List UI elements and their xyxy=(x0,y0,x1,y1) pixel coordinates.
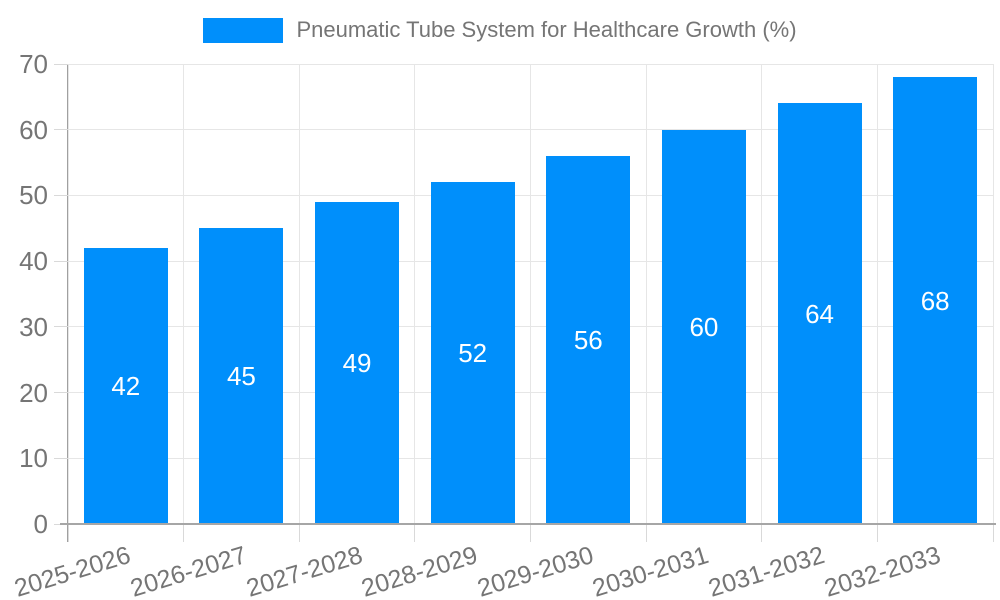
legend-label: Pneumatic Tube System for Healthcare Gro… xyxy=(296,17,797,42)
gridline-horizontal xyxy=(68,457,993,459)
bar[interactable] xyxy=(777,103,862,524)
gridline-vertical xyxy=(530,64,531,524)
bar-value-label: 60 xyxy=(689,311,719,342)
x-axis-tick xyxy=(414,524,416,542)
x-axis-tick xyxy=(645,524,647,542)
gridline-horizontal xyxy=(68,392,993,394)
y-axis-tick xyxy=(54,326,68,328)
gridline-horizontal xyxy=(68,260,993,262)
y-axis-tick xyxy=(54,129,68,131)
gridline-vertical xyxy=(645,64,647,524)
x-axis-tick-label: 2027-2028 xyxy=(242,541,366,600)
x-axis-tick xyxy=(530,524,531,542)
y-axis-tick xyxy=(54,260,68,262)
bar[interactable] xyxy=(430,182,515,524)
bar-value-label: 68 xyxy=(920,285,950,316)
gridline-horizontal xyxy=(68,194,993,196)
y-axis-tick xyxy=(54,194,68,196)
x-axis-tick-label: 2032-2033 xyxy=(820,541,944,600)
bar[interactable] xyxy=(199,228,284,524)
gridline-horizontal xyxy=(68,326,993,328)
bar[interactable] xyxy=(315,202,400,524)
bar[interactable] xyxy=(893,77,978,524)
y-axis-tick xyxy=(54,63,68,65)
gridline-horizontal xyxy=(68,63,993,65)
x-axis-tick xyxy=(761,524,763,542)
x-axis-tick-label: 2029-2030 xyxy=(473,541,597,600)
gridline-horizontal xyxy=(68,129,993,131)
x-axis-tick-label: 2026-2027 xyxy=(127,541,250,600)
legend-swatch xyxy=(203,17,284,43)
bar[interactable] xyxy=(661,129,746,524)
y-axis-tick-label: 10 xyxy=(19,443,48,474)
y-axis-tick-label: 20 xyxy=(19,377,48,408)
x-axis-tick-label: 2030-2031 xyxy=(589,541,713,600)
bar-value-label: 45 xyxy=(226,361,256,392)
x-axis-tick xyxy=(298,524,300,542)
bar-value-label: 52 xyxy=(458,338,488,369)
x-axis-tick xyxy=(992,524,994,542)
bar-value-label: 49 xyxy=(342,348,372,378)
bar[interactable] xyxy=(83,248,168,524)
x-axis-tick-label: 2028-2029 xyxy=(358,541,481,600)
y-axis-tick xyxy=(54,457,68,459)
gridline-vertical xyxy=(67,64,69,524)
x-axis-tick-label: 2031-2032 xyxy=(705,541,828,600)
legend[interactable]: Pneumatic Tube System for Healthcare Gro… xyxy=(0,17,1000,43)
x-axis-line xyxy=(60,523,996,525)
gridline-vertical xyxy=(298,64,300,524)
y-axis-tick xyxy=(54,392,68,394)
bar-value-label: 64 xyxy=(805,298,835,329)
gridline-vertical xyxy=(992,64,994,524)
x-axis-tick-label: 2025-2026 xyxy=(11,541,134,600)
y-axis-tick-label: 0 xyxy=(33,509,48,539)
bar[interactable] xyxy=(546,156,631,524)
y-axis-tick-label: 30 xyxy=(19,311,48,342)
y-axis-tick-label: 40 xyxy=(19,246,48,277)
y-axis-tick-label: 50 xyxy=(19,180,48,211)
bar-value-label: 56 xyxy=(573,325,603,355)
bar-value-label: 42 xyxy=(111,371,141,401)
gridline-vertical xyxy=(183,64,185,524)
gridline-vertical xyxy=(414,64,416,524)
gridline-vertical xyxy=(761,64,763,524)
x-axis-tick xyxy=(876,524,878,542)
x-axis-tick xyxy=(183,524,185,542)
y-axis-tick-label: 70 xyxy=(19,49,48,79)
gridline-vertical xyxy=(876,64,878,524)
y-axis-tick-label: 60 xyxy=(19,114,48,145)
plot-area: 0 10 20 30 40 50 60 70 42 2025-2026 45 2026-2027 49 2… xyxy=(11,49,996,600)
x-axis-tick xyxy=(67,524,69,542)
